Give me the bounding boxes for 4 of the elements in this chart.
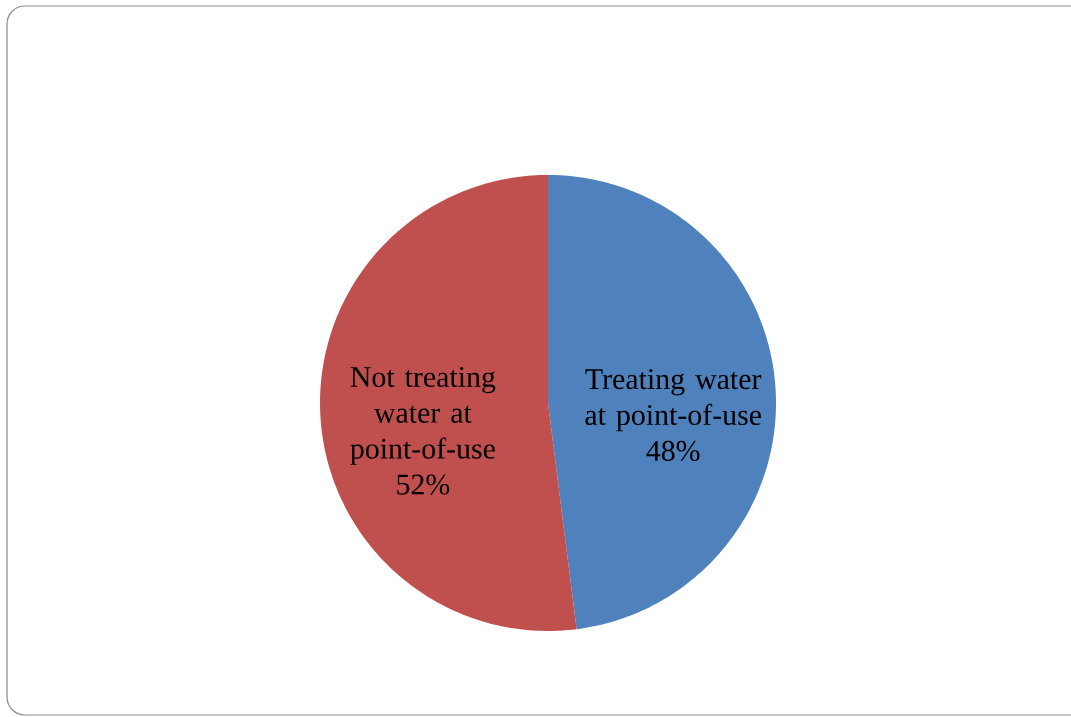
data-label: 48% [646,440,700,462]
slice-label: Treating water at point-of-use [585,369,762,432]
data-label: 52% [397,474,450,495]
slice-label: Not treating water at point-of-use [350,366,496,465]
